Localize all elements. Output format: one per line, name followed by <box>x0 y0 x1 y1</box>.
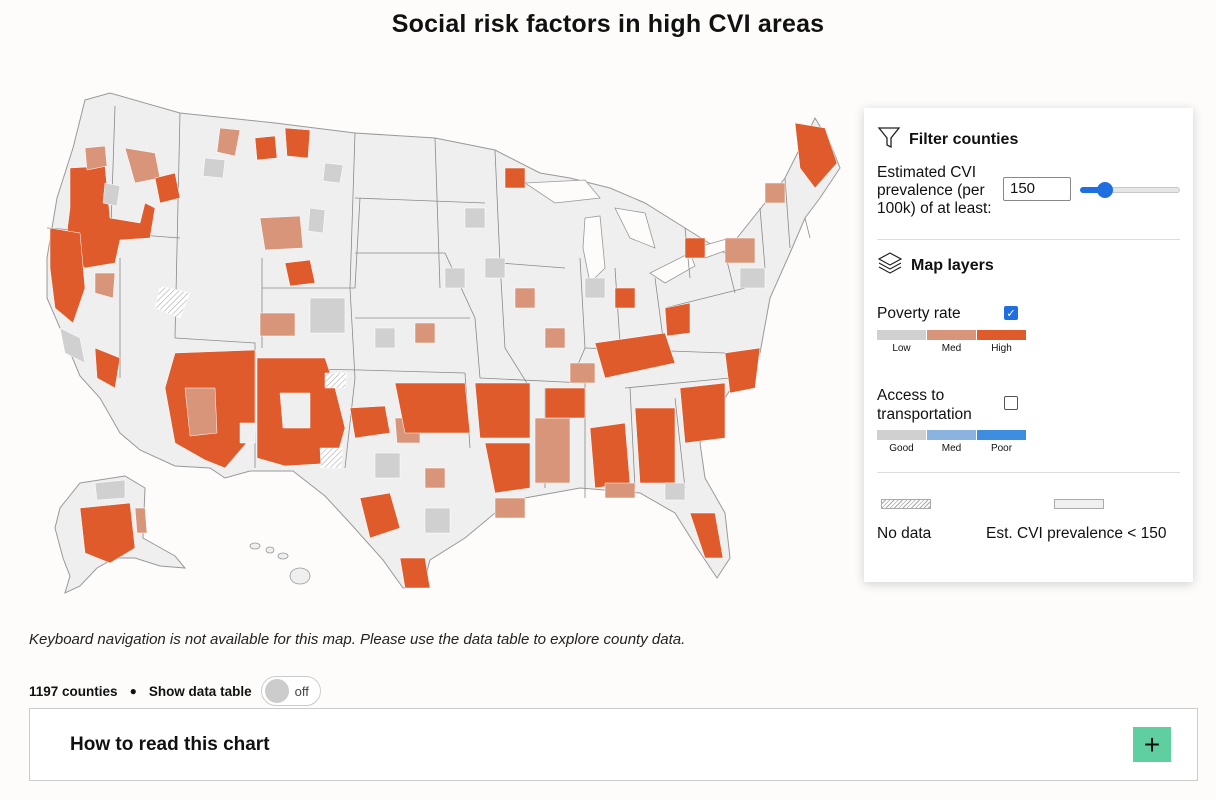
poverty-legend: Low Med High <box>877 330 1027 354</box>
poverty-legend-med: Med <box>941 343 962 354</box>
county-count: 1197 counties <box>29 683 118 699</box>
great-lakes <box>523 179 734 284</box>
transport-legend: Good Med Poor <box>877 430 1027 454</box>
how-to-read-title: How to read this chart <box>70 734 270 755</box>
layers-heading: Map layers <box>877 250 994 281</box>
poverty-legend-low: Low <box>892 343 911 354</box>
no-data-swatch <box>881 499 931 509</box>
cvi-threshold-slider[interactable] <box>1080 182 1180 198</box>
show-table-label: Show data table <box>148 683 252 699</box>
how-to-read-panel[interactable]: How to read this chart + <box>29 708 1198 781</box>
toggle-knob <box>264 679 289 703</box>
layers-icon <box>877 250 903 281</box>
transport-legend-poor: Poor <box>990 443 1013 454</box>
page-title: Social risk factors in high CVI areas <box>391 10 825 38</box>
no-data-label: No data <box>877 525 932 542</box>
cvi-threshold-input[interactable]: 150 <box>1003 177 1071 201</box>
poverty-layer-label: Poverty rate <box>877 305 961 322</box>
keyboard-note: Keyboard navigation is not available for… <box>29 631 686 648</box>
county-fills <box>49 122 838 589</box>
below-threshold-swatch <box>1054 499 1104 509</box>
transport-layer-checkbox[interactable] <box>1004 396 1018 410</box>
divider <box>877 239 1180 240</box>
divider <box>877 472 1180 473</box>
funnel-icon <box>877 125 901 154</box>
data-table-toggle[interactable]: off <box>260 676 321 706</box>
map-control-panel: Filter counties Estimated CVI prevalence… <box>864 108 1193 582</box>
transport-legend-med: Med <box>941 443 962 454</box>
plus-icon: + <box>1143 728 1161 760</box>
transport-legend-good: Good <box>889 443 914 454</box>
poverty-legend-high: High <box>991 343 1012 354</box>
toggle-state: off <box>294 683 309 699</box>
status-row: 1197 counties ● Show data table off <box>29 676 321 706</box>
hawaii-shape <box>249 542 311 585</box>
filter-heading: Filter counties <box>877 125 1018 154</box>
below-threshold-label: Est. CVI prevalence < 150 <box>986 525 1167 542</box>
separator-dot: ● <box>129 684 137 698</box>
poverty-layer-checkbox[interactable]: ✓ <box>1004 306 1018 320</box>
cvi-threshold-label: Estimated CVI prevalence (per 100k) of a… <box>877 164 992 217</box>
transport-layer-label: Access to transportation <box>877 387 972 423</box>
slider-thumb[interactable] <box>1097 182 1113 198</box>
us-county-map[interactable] <box>25 88 855 608</box>
expand-button[interactable]: + <box>1133 727 1171 762</box>
